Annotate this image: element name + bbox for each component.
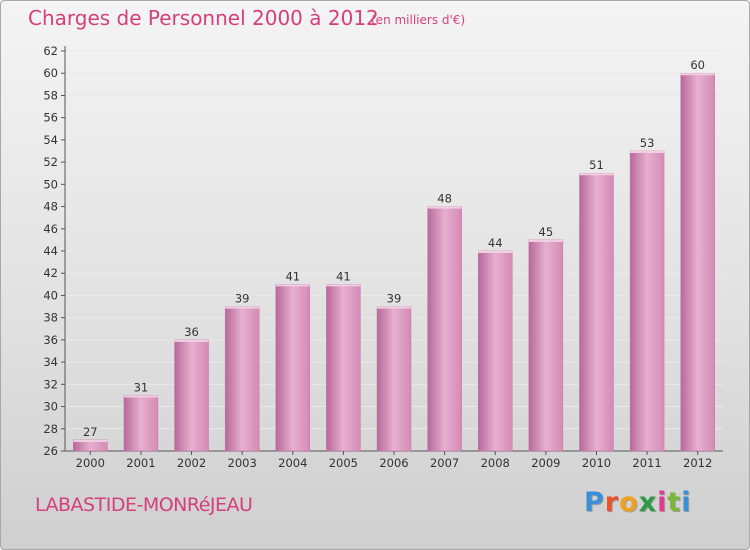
y-tick-label: 48 — [43, 200, 58, 214]
data-label: 39 — [235, 292, 250, 306]
data-label: 45 — [539, 225, 554, 239]
bar-top-highlight — [275, 284, 310, 287]
logo-letter: P — [584, 487, 605, 518]
logo-letter: x — [638, 487, 658, 518]
data-label: 27 — [83, 425, 98, 439]
x-tick-label: 2011 — [632, 456, 661, 470]
bar — [680, 72, 715, 452]
y-tick-label: 28 — [43, 422, 58, 436]
y-tick-label: 58 — [43, 88, 58, 102]
y-tick-label: 42 — [43, 266, 58, 280]
bar — [376, 306, 412, 452]
logo-letter: o — [619, 487, 639, 518]
x-tick-label: 2000 — [76, 456, 105, 470]
bar-top-highlight — [427, 206, 462, 209]
x-axis-ticks: 2000 2001 2002 2003 2004 2005 2006 2007 2008 2009… — [76, 451, 712, 470]
bar — [629, 150, 665, 452]
y-tick-label: 52 — [43, 155, 58, 169]
y-tick-label: 44 — [43, 244, 58, 258]
data-label: 44 — [488, 236, 503, 250]
data-label: 41 — [336, 269, 351, 283]
y-tick-label: 38 — [43, 311, 58, 325]
bar — [275, 284, 311, 452]
y-tick-label: 34 — [43, 355, 58, 369]
proxiti-logo: Proxiti — [584, 487, 692, 518]
data-label: 53 — [640, 136, 655, 150]
y-tick-label: 50 — [43, 177, 58, 191]
bar — [123, 395, 159, 452]
data-label: 31 — [134, 380, 149, 394]
x-tick-label: 2010 — [582, 456, 611, 470]
data-label: 41 — [285, 269, 300, 283]
bar — [579, 172, 614, 452]
bar-top-highlight — [123, 395, 158, 398]
bar — [326, 284, 361, 452]
bar — [477, 250, 513, 452]
x-tick-label: 2007 — [430, 456, 459, 470]
bar-top-highlight — [377, 306, 411, 309]
logo-letter: t — [667, 487, 682, 518]
bar-top-highlight — [579, 173, 614, 176]
chart-subtitle: (en milliers d'€) — [371, 13, 466, 27]
bars — [73, 72, 715, 452]
bar — [528, 239, 564, 452]
commune-name: LABASTIDE-MONRéJEAU — [35, 494, 253, 516]
y-tick-label: 62 — [43, 44, 58, 58]
data-label: 39 — [387, 292, 402, 306]
logo-letter: r — [604, 487, 620, 518]
logo-letter: i — [681, 487, 692, 518]
x-tick-label: 2003 — [228, 456, 257, 470]
y-tick-label: 54 — [43, 133, 58, 147]
data-label: 36 — [184, 325, 199, 339]
bar-top-highlight — [225, 306, 260, 309]
y-tick-label: 26 — [43, 444, 58, 458]
data-label: 51 — [589, 158, 604, 172]
x-tick-label: 2002 — [177, 456, 206, 470]
x-tick-label: 2012 — [683, 456, 712, 470]
x-tick-label: 2001 — [126, 456, 155, 470]
data-label: 48 — [437, 192, 452, 206]
y-axis-ticks: 26 28 30 32 34 36 38 40 42 44 46 48 50 52 54 56 58 60 62 — [43, 44, 65, 458]
bar-top-highlight — [680, 73, 715, 76]
y-tick-label: 30 — [43, 400, 58, 414]
y-tick-label: 36 — [43, 333, 58, 347]
y-tick-label: 32 — [43, 377, 58, 391]
x-tick-label: 2006 — [379, 456, 408, 470]
bar — [224, 306, 260, 452]
bar-top-highlight — [326, 284, 361, 287]
bar-top-highlight — [478, 251, 513, 253]
bar-top-highlight — [528, 239, 563, 242]
bar-top-highlight — [630, 151, 665, 153]
x-tick-label: 2008 — [481, 456, 510, 470]
y-tick-label: 46 — [43, 222, 58, 236]
logo-letter: i — [657, 487, 668, 518]
x-tick-label: 2004 — [278, 456, 307, 470]
x-tick-label: 2005 — [329, 456, 358, 470]
bar — [174, 339, 209, 452]
bar-top-highlight — [73, 439, 108, 442]
data-labels: 27 31 36 39 41 41 39 48 44 45 51 53 60 — [83, 58, 705, 439]
y-tick-label: 56 — [43, 111, 58, 125]
bar — [427, 206, 462, 452]
y-tick-label: 60 — [43, 66, 58, 80]
chart-title: Charges de Personnel 2000 à 2012 — [28, 6, 379, 30]
bar-top-highlight — [174, 339, 209, 342]
data-label: 60 — [690, 58, 705, 72]
y-tick-label: 40 — [43, 288, 58, 302]
x-tick-label: 2009 — [531, 456, 560, 470]
